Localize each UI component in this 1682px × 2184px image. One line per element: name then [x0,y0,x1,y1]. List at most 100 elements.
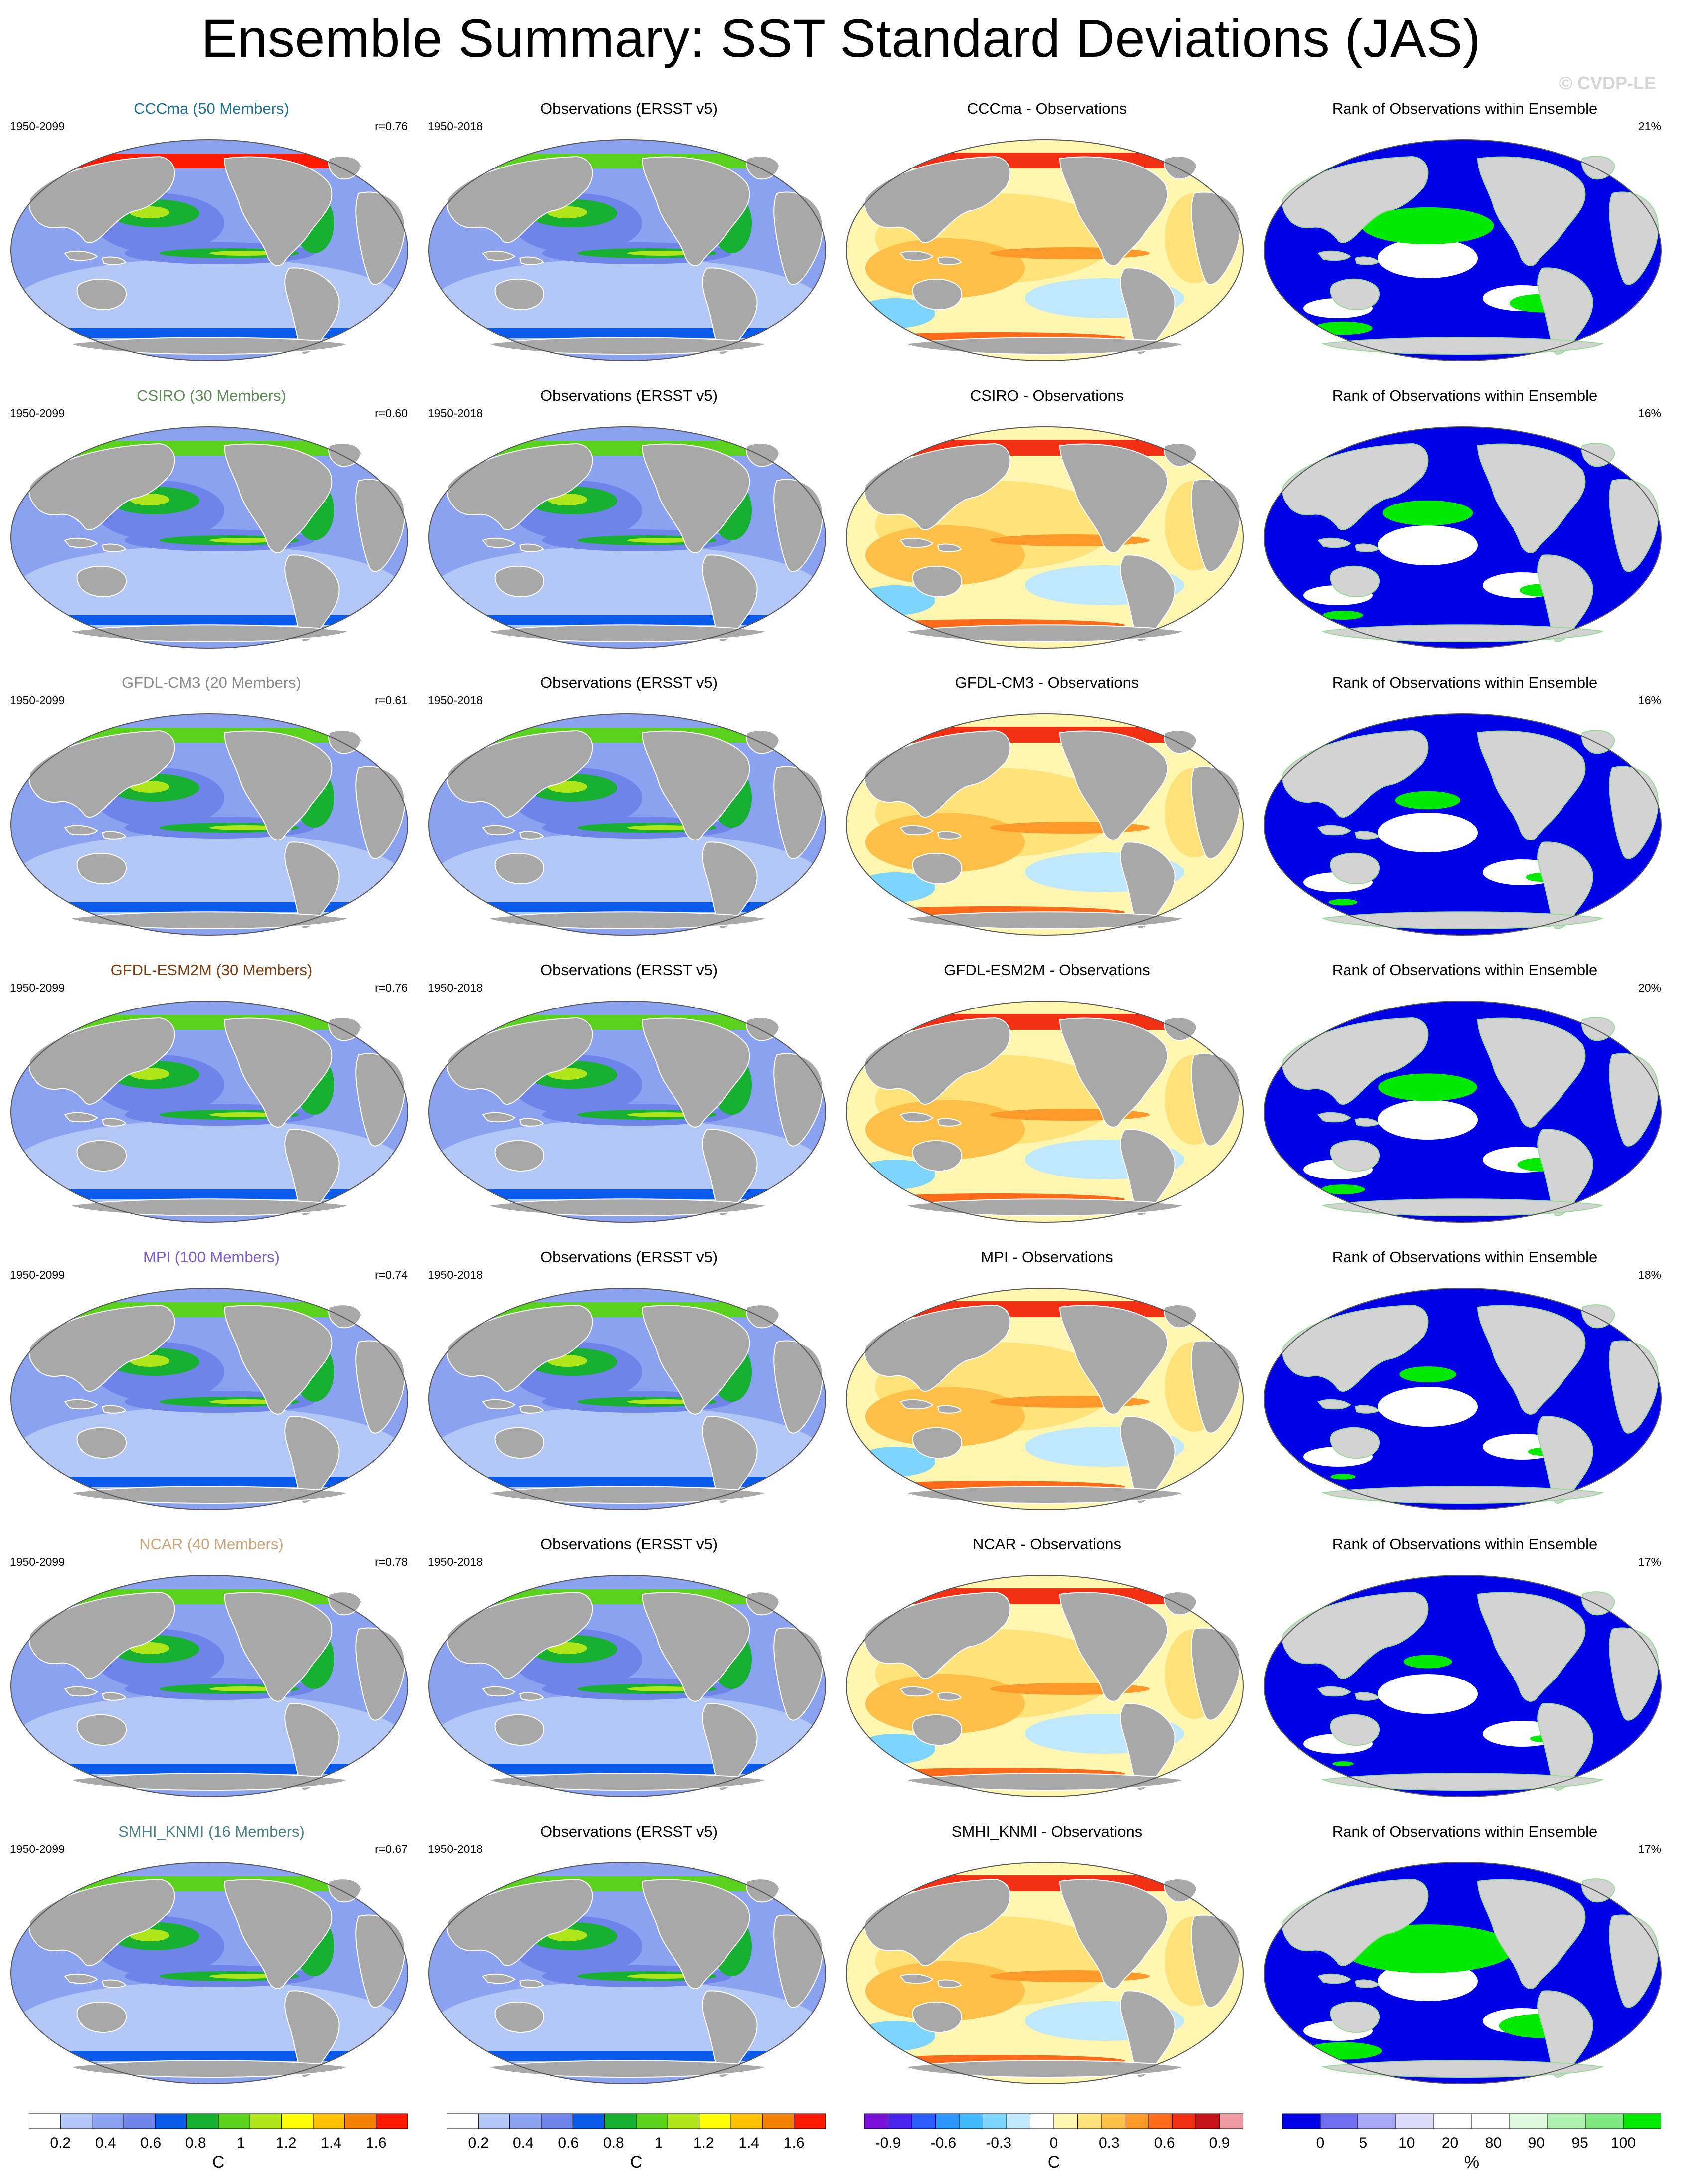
panel-rank-1: Rank of Observations within Ensemble 21% [1255,100,1674,379]
world-map [846,1575,1244,1797]
obs-title: Observations (ERSST v5) [540,1248,718,1266]
map-outline [10,1001,408,1223]
period-label: 1950-2099 [10,1843,65,1855]
map-outline [428,139,826,361]
world-map [1264,139,1662,361]
world-map [428,1575,826,1797]
map-outline [428,713,826,936]
colorbar-box [1053,2113,1078,2129]
difference-title: SMHI_KNMI - Observations [951,1823,1143,1840]
colorbar-tick-label: 1.6 [784,2135,805,2151]
colorbar-tick-label: 0.3 [1099,2135,1120,2151]
colorbar-box [911,2113,936,2129]
colorbar-box [376,2113,408,2129]
panel-diff-4: GFDL-ESM2M - Observations [838,961,1256,1240]
period-label: 1950-2099 [10,981,65,994]
colorbar-tick-label: 0.4 [513,2135,534,2151]
land-mask [1282,443,1659,643]
rank-percent: 18% [1638,1268,1661,1281]
panel-obs-6: Observations (ERSST v5) 1950-2018 [420,1535,839,1815]
pattern-correlation: r=0.61 [375,694,408,707]
colorbar-box [935,2113,960,2129]
map-outline [846,713,1244,936]
obs-title: Observations (ERSST v5) [540,387,718,404]
land-mask [28,730,405,930]
panel-model-5: MPI (100 Members) 1950-2099 r=0.74 [2,1248,421,1527]
colorbar-tick-label: 20 [1442,2135,1458,2151]
land-mask [1282,156,1659,355]
colorbar-tick-label: 95 [1571,2135,1588,2151]
map-outline [1264,1862,1662,2084]
colorbar-tick-label: 5 [1359,2135,1368,2151]
land-mask [28,1304,405,1504]
land-mask [28,443,405,643]
colorbar-tick-label: 80 [1485,2135,1502,2151]
land-mask [864,1878,1241,2078]
panel-diff-5: MPI - Observations [838,1248,1256,1527]
map-outline [1264,426,1662,649]
panel-model-4: GFDL-ESM2M (30 Members) 1950-2099 r=0.76 [2,961,421,1240]
panel-rank-6: Rank of Observations within Ensemble 17% [1255,1535,1674,1815]
colorbar-tick-label: 1 [655,2135,663,2151]
rank-high-region [1382,500,1473,526]
world-map [846,426,1244,649]
colorbar-tick-label: 0.2 [468,2135,489,2151]
map-outline [428,1001,826,1223]
map-outline [10,713,408,936]
colorbar-tick-label: 0.9 [1209,2135,1230,2151]
land-mask [1282,1304,1659,1504]
land-mask [1282,1591,1659,1791]
land-mask [446,730,823,930]
colorbar-box [29,2113,61,2129]
map-outline [846,1288,1244,1510]
colorbar-box [186,2113,219,2129]
rank-title: Rank of Observations within Ensemble [1332,1823,1598,1840]
colorbar-tick-label: 0 [1050,2135,1058,2151]
map-outline [1264,139,1662,361]
map-outline [428,1862,826,2084]
world-map [846,1288,1244,1510]
difference-title: GFDL-ESM2M - Observations [944,961,1150,979]
colorbar-box [1395,2113,1434,2129]
colorbar-tick-label: 0.6 [558,2135,579,2151]
colorbar-box [155,2113,187,2129]
map-outline [10,1862,408,2084]
panel-model-1: CCCma (50 Members) 1950-2099 r=0.76 [2,100,421,379]
world-map [10,426,408,649]
colorbar-box [1623,2113,1661,2129]
rank-title: Rank of Observations within Ensemble [1332,1535,1598,1553]
world-map [846,1862,1244,2084]
model-title: NCAR (40 Members) [139,1535,284,1553]
rank-percent: 16% [1638,407,1661,420]
panel-model-2: CSIRO (30 Members) 1950-2099 r=0.60 [2,387,421,666]
colorbar-box [959,2113,983,2129]
difference-title: MPI - Observations [981,1248,1113,1266]
colorbar-box [604,2113,637,2129]
colorbar-box [1471,2113,1510,2129]
model-title: CSIRO (30 Members) [137,387,286,404]
pattern-correlation: r=0.67 [375,1843,408,1855]
obs-title: Observations (ERSST v5) [540,961,718,979]
world-map [846,139,1244,361]
colorbar-box [60,2113,93,2129]
colorbar-unit: C [630,2153,643,2172]
colorbar-box [313,2113,345,2129]
land-mask [1282,1017,1659,1217]
rank-high-region [1378,1073,1477,1101]
map-outline [1264,1001,1662,1223]
colorbar-box [1282,2113,1321,2129]
panel-rank-3: Rank of Observations within Ensemble 16% [1255,674,1674,953]
colorbar-tick-label: 0.2 [50,2135,71,2151]
colorbar-model-sd: 0.2 0.4 0.6 0.8 1 1.2 1.4 1.6 C [29,2113,408,2172]
period-label: 1950-2018 [428,407,483,420]
colorbar-box [1030,2113,1054,2129]
colorbar-tick-label: -0.6 [930,2135,956,2151]
map-outline [846,426,1244,649]
period-label: 1950-2099 [10,407,65,420]
colorbar-obs-sd: 0.2 0.4 0.6 0.8 1 1.2 1.4 1.6 C [447,2113,826,2172]
rank-title: Rank of Observations within Ensemble [1332,100,1598,117]
world-map [1264,1001,1662,1223]
colorbar-tick-label: 0 [1316,2135,1325,2151]
rank-percent: 17% [1638,1555,1661,1568]
colorbar-unit: C [1048,2153,1060,2172]
